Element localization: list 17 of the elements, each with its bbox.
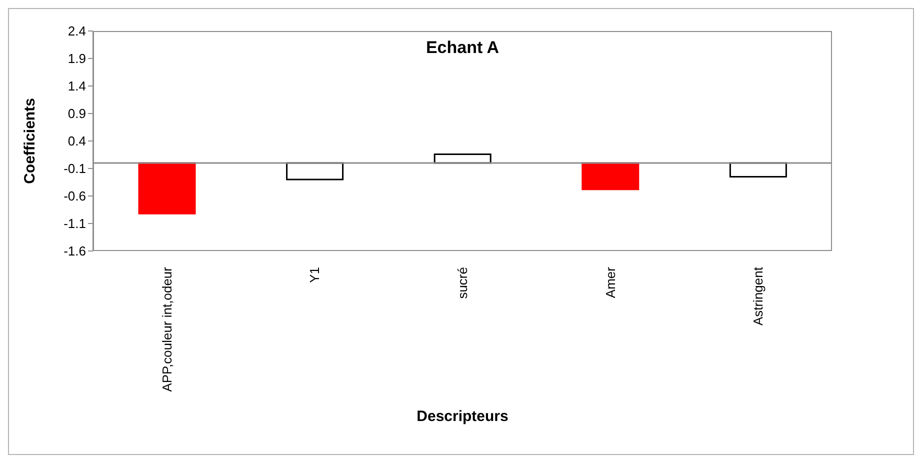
y-tick-label: 1.4: [68, 78, 86, 94]
y-tick-label: -0.6: [64, 188, 86, 204]
x-tick-label: Astringent: [750, 266, 766, 326]
y-tick-label: -0.1: [64, 161, 86, 176]
y-tick-label: -1.6: [64, 244, 86, 259]
y-tick-label: 0.4: [68, 134, 86, 149]
y-tick-label: 0.9: [68, 106, 86, 122]
x-tick-label: APP,couleur int,odeur: [159, 266, 174, 392]
chart-title: Echant A: [424, 38, 500, 58]
y-axis-title: Coefficients: [21, 98, 38, 184]
y-tick-label: 2.4: [68, 24, 86, 39]
x-axis-title: Descripteurs: [416, 408, 508, 425]
y-tick-label: 1.9: [68, 51, 86, 66]
x-tick-label: sucré: [455, 267, 470, 299]
y-tick-label: -1.1: [64, 216, 86, 232]
x-tick-label: Amer: [602, 266, 618, 298]
x-tick-label: Y1: [307, 267, 322, 283]
